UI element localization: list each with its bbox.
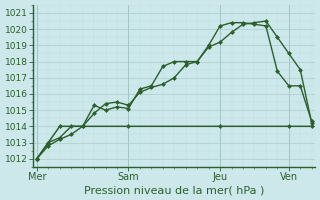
X-axis label: Pression niveau de la mer( hPa ): Pression niveau de la mer( hPa ) — [84, 185, 264, 195]
